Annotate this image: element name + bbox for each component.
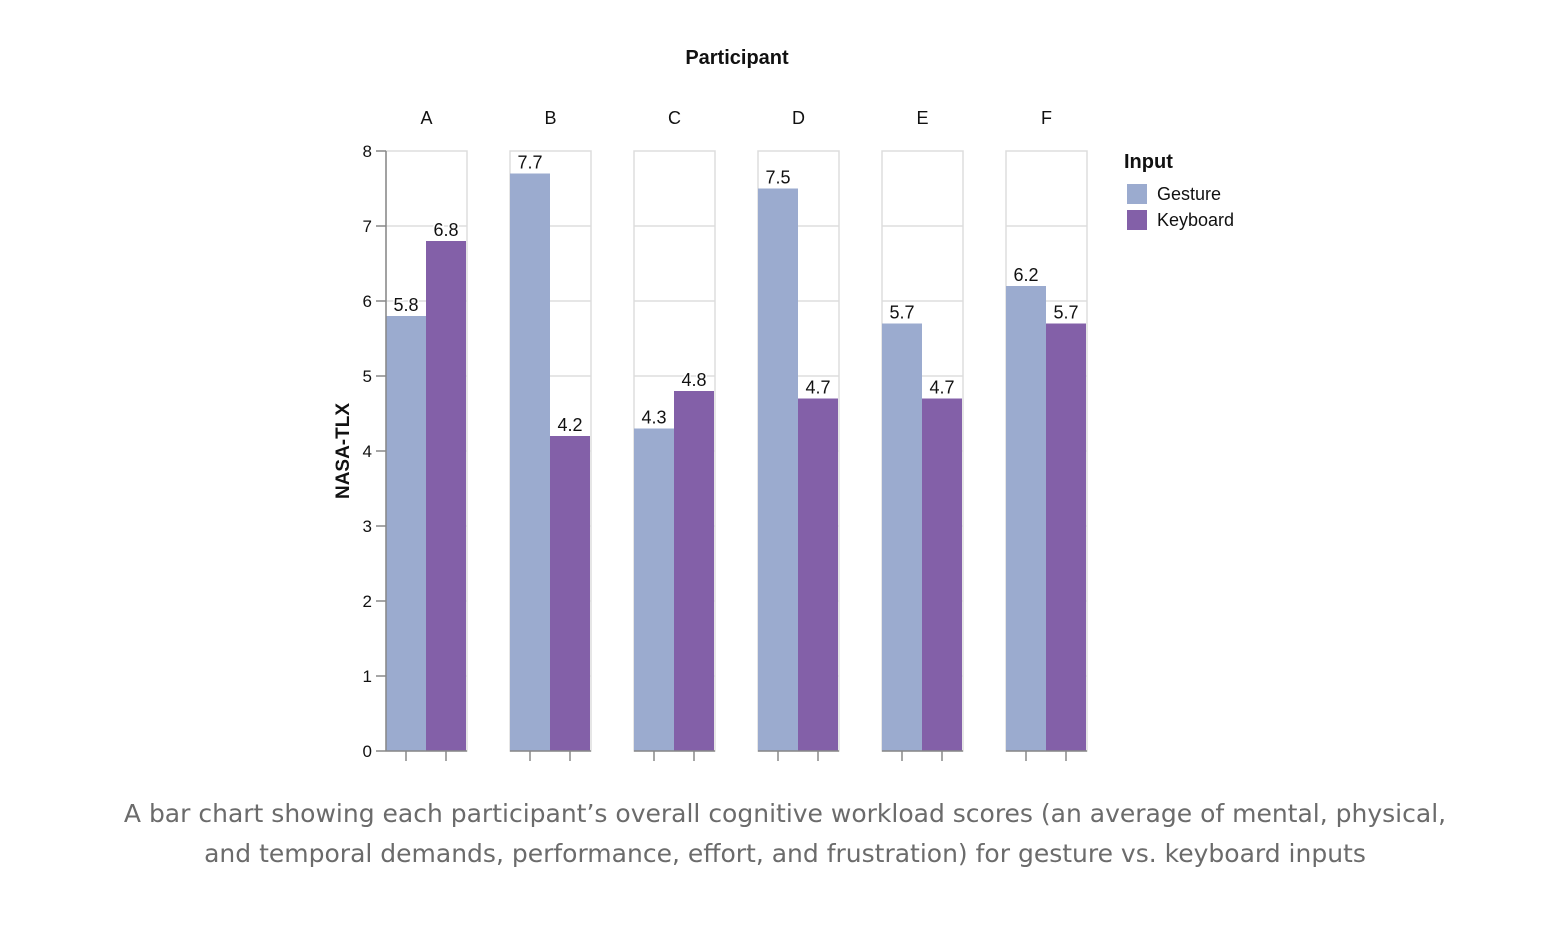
bar-gesture	[634, 428, 674, 751]
bar-gesture	[882, 323, 922, 751]
data-label: 6.8	[433, 220, 458, 240]
y-tick-label: 2	[363, 592, 372, 611]
facet-f: F 6.2 5.7	[1005, 108, 1088, 761]
facet-label: D	[792, 108, 805, 128]
bar-keyboard	[798, 398, 838, 751]
data-label: 4.3	[641, 408, 666, 428]
facet-label: E	[916, 108, 928, 128]
data-label: 7.7	[517, 153, 542, 173]
chart-caption: A bar chart showing each participant’s o…	[123, 799, 1447, 868]
y-tick-label: 3	[363, 517, 372, 536]
y-tick-label: 4	[363, 442, 372, 461]
data-label: 7.5	[765, 168, 790, 188]
data-label: 4.8	[681, 370, 706, 390]
facet-label: B	[544, 108, 556, 128]
facet-b: B 7.7 4.2	[509, 108, 592, 761]
legend-swatch-gesture	[1127, 184, 1147, 204]
y-tick-label: 7	[363, 217, 372, 236]
data-label: 6.2	[1013, 265, 1038, 285]
y-axis: 0 1 2 3 4 5 6 7 8	[363, 142, 387, 761]
bar-gesture	[510, 173, 550, 751]
facet-d: D 7.5 4.7	[757, 108, 840, 761]
data-label: 5.7	[1053, 303, 1078, 323]
column-title: Participant	[685, 47, 789, 69]
bar-gesture	[386, 316, 426, 751]
facet-label: A	[420, 108, 432, 128]
facet-a: A 5.8 6.8	[385, 108, 468, 761]
facet-e: E 5.7 4.7	[881, 108, 964, 761]
legend-label-gesture: Gesture	[1157, 184, 1221, 204]
y-tick-label: 1	[363, 667, 372, 686]
bar-keyboard	[1046, 323, 1086, 751]
facet-label: C	[668, 108, 681, 128]
chart-canvas: Participant NASA-TLX A 5.8 6.8 B 7.7 4.2 C 4.3 4…	[333, 47, 1234, 761]
legend-title: Input	[1124, 151, 1173, 173]
data-label: 4.7	[929, 378, 954, 398]
bar-gesture	[1006, 286, 1046, 751]
bar-keyboard	[426, 241, 466, 751]
y-tick-label: 8	[363, 142, 372, 161]
legend: Input Gesture Keyboard	[1124, 151, 1234, 230]
y-tick-label: 6	[363, 292, 372, 311]
bar-keyboard	[922, 398, 962, 751]
bar-keyboard	[674, 391, 714, 751]
facet-c: C 4.3 4.8	[633, 108, 716, 761]
data-label: 4.2	[557, 415, 582, 435]
bar-keyboard	[550, 436, 590, 751]
legend-label-keyboard: Keyboard	[1157, 210, 1234, 230]
y-tick-label: 0	[363, 742, 372, 761]
bar-gesture	[758, 188, 798, 751]
facet-label: F	[1041, 108, 1052, 128]
data-label: 5.7	[889, 303, 914, 323]
y-tick-label: 5	[363, 367, 372, 386]
bar-chart: Participant NASA-TLX A 5.8 6.8 B 7.7 4.2 C 4.3 4…	[333, 47, 1234, 761]
data-label: 4.7	[805, 378, 830, 398]
data-label: 5.8	[393, 295, 418, 315]
y-axis-title: NASA-TLX	[333, 403, 354, 499]
legend-swatch-keyboard	[1127, 210, 1147, 230]
facets: A 5.8 6.8 B 7.7 4.2 C 4.3 4.8 D 7.5 4.7 E 5.7 4.7 F 6.2 5…	[385, 108, 1088, 761]
